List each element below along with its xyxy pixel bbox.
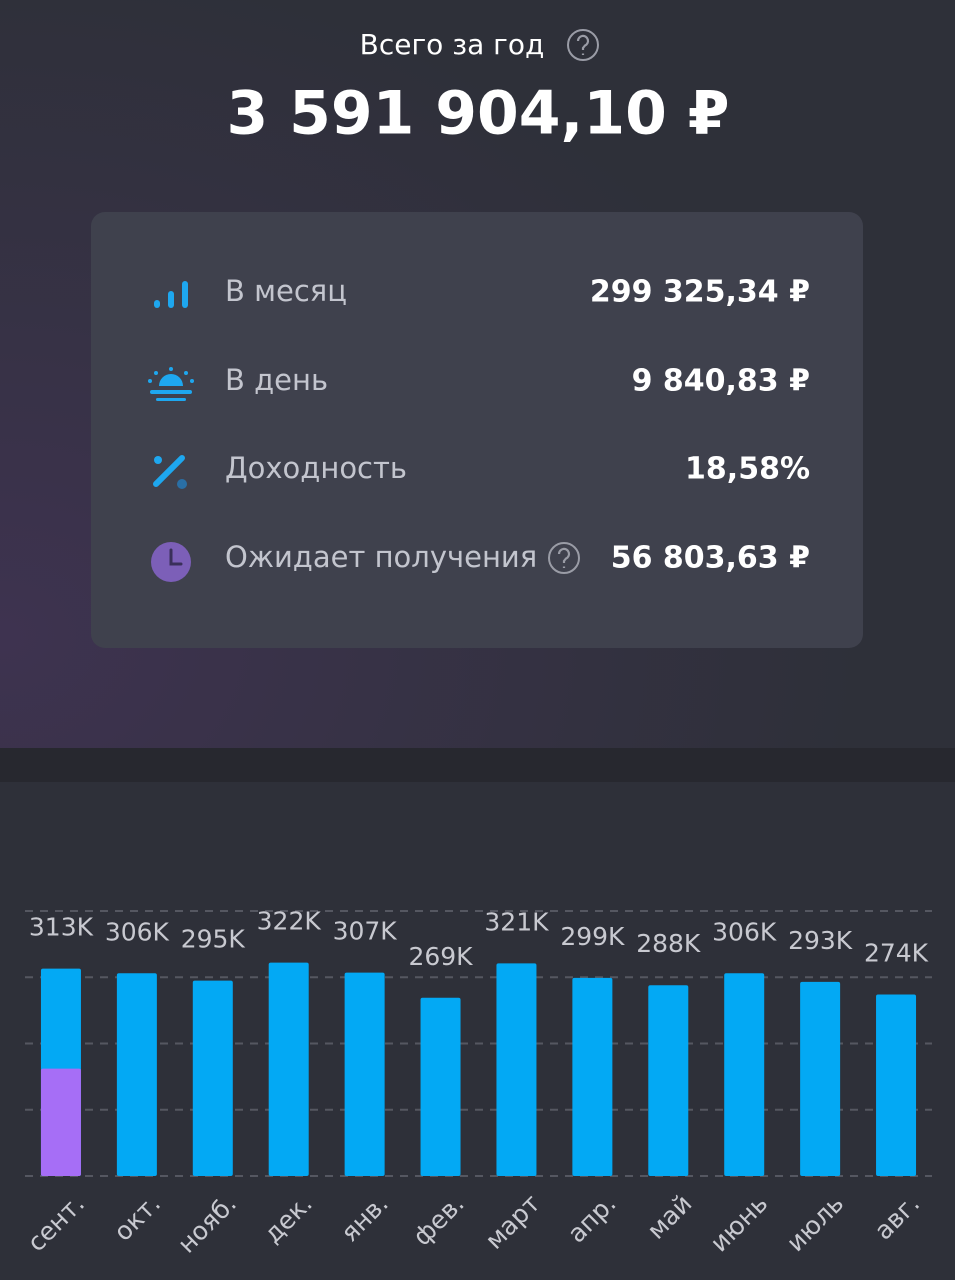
value-label: 274K (864, 938, 929, 967)
bar (876, 994, 917, 1176)
value-label: 293K (788, 926, 853, 955)
stat-label: В месяц (225, 274, 347, 308)
divider (0, 748, 955, 782)
stat-label: Доходность (225, 451, 407, 485)
stat-value: 56 803,63 ₽ (611, 541, 810, 576)
value-label: 313K (29, 913, 94, 942)
bar (192, 980, 233, 1176)
chart-background (0, 782, 955, 1280)
stat-label: В день (225, 363, 328, 397)
stat-value: 9 840,83 ₽ (632, 364, 810, 399)
bar (648, 985, 689, 1176)
bar (344, 972, 385, 1176)
help-icon[interactable] (548, 542, 580, 574)
stats-card (91, 212, 863, 648)
value-label: 269K (408, 942, 473, 971)
value-label: 321K (484, 907, 549, 936)
bar (572, 977, 613, 1176)
bar (420, 997, 461, 1176)
stat-value: 299 325,34 ₽ (590, 275, 810, 310)
stats-list: В месяц 299 325,34 ₽ В день 9 840,83 ₽ Доход… (225, 274, 810, 576)
header-title: Всего за год (360, 28, 545, 61)
bar (268, 962, 309, 1176)
total-amount: 3 591 904,10 ₽ (227, 79, 730, 149)
bar (40, 1068, 81, 1176)
stat-value: 18,58% (685, 452, 810, 487)
bar (724, 973, 765, 1176)
value-label: 322K (257, 907, 322, 936)
value-label: 295K (181, 925, 246, 954)
value-label: 307K (333, 917, 398, 946)
icon-pending (151, 542, 191, 582)
icon-day (148, 367, 194, 401)
icon-month (154, 281, 188, 308)
value-label: 306K (712, 917, 777, 946)
bar (496, 963, 537, 1176)
icon-yield (153, 455, 187, 489)
bar (800, 981, 841, 1176)
value-label: 288K (636, 929, 701, 958)
value-label: 306K (105, 917, 170, 946)
stat-label: Ожидает получения (225, 540, 537, 574)
bar (116, 973, 157, 1176)
value-label: 299K (560, 922, 625, 951)
help-icon[interactable] (567, 29, 599, 61)
